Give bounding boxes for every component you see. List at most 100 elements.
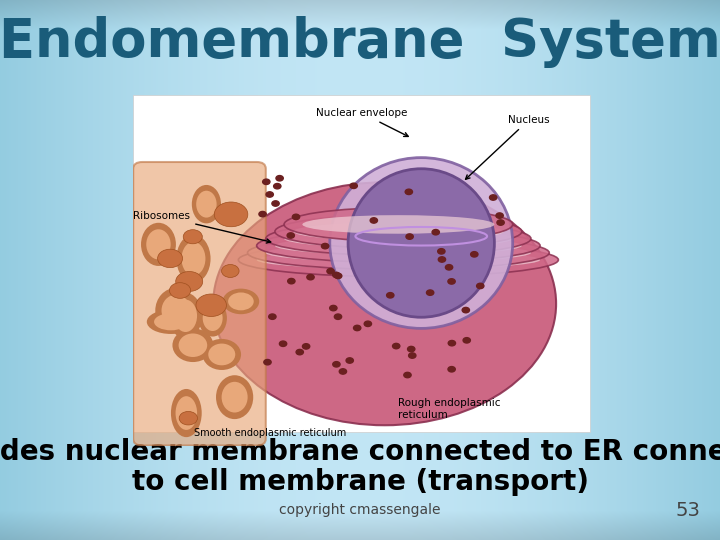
Text: Nuclear envelope: Nuclear envelope (316, 108, 408, 137)
Circle shape (426, 290, 434, 295)
Circle shape (350, 183, 357, 188)
Circle shape (183, 230, 202, 244)
Ellipse shape (330, 158, 513, 328)
Circle shape (292, 214, 300, 220)
Circle shape (387, 293, 394, 298)
Circle shape (404, 373, 411, 378)
Circle shape (449, 340, 456, 346)
Ellipse shape (284, 230, 513, 248)
Circle shape (222, 265, 239, 278)
Circle shape (432, 230, 439, 235)
Ellipse shape (179, 334, 207, 357)
Text: Smooth endoplasmic reticulum: Smooth endoplasmic reticulum (194, 428, 346, 438)
Ellipse shape (176, 396, 197, 430)
Ellipse shape (208, 343, 235, 366)
Ellipse shape (176, 235, 210, 283)
Text: 53: 53 (675, 501, 700, 519)
Ellipse shape (248, 236, 549, 269)
Ellipse shape (173, 328, 213, 362)
Circle shape (272, 201, 279, 206)
Ellipse shape (348, 168, 495, 317)
Ellipse shape (284, 207, 513, 241)
Ellipse shape (256, 229, 540, 262)
Ellipse shape (266, 244, 531, 262)
Ellipse shape (146, 230, 171, 260)
Circle shape (405, 189, 413, 194)
Circle shape (327, 268, 334, 274)
Circle shape (392, 343, 400, 349)
Circle shape (333, 272, 340, 278)
Circle shape (438, 257, 446, 262)
Circle shape (333, 362, 340, 367)
Ellipse shape (222, 288, 259, 314)
Ellipse shape (174, 300, 197, 332)
Circle shape (279, 341, 287, 347)
Circle shape (276, 176, 283, 181)
Ellipse shape (199, 300, 227, 336)
Ellipse shape (302, 215, 495, 234)
Text: Endomembrane  System: Endomembrane System (0, 16, 720, 68)
Ellipse shape (192, 185, 221, 224)
Ellipse shape (171, 389, 202, 437)
Ellipse shape (203, 305, 222, 331)
Ellipse shape (154, 313, 188, 330)
Circle shape (406, 234, 413, 239)
Ellipse shape (181, 242, 205, 275)
Circle shape (463, 338, 470, 343)
Circle shape (477, 284, 484, 289)
Ellipse shape (275, 214, 522, 248)
Ellipse shape (202, 339, 241, 370)
Text: copyright cmassengale: copyright cmassengale (279, 503, 441, 517)
Circle shape (339, 369, 346, 374)
Circle shape (462, 307, 469, 313)
Circle shape (490, 195, 497, 200)
Circle shape (179, 411, 197, 425)
Ellipse shape (266, 222, 531, 255)
Bar (133, 94, 590, 432)
Circle shape (288, 279, 295, 284)
Circle shape (259, 212, 266, 217)
Ellipse shape (169, 293, 202, 339)
Circle shape (496, 213, 503, 218)
Ellipse shape (293, 222, 503, 241)
Circle shape (354, 325, 361, 330)
Circle shape (330, 306, 337, 311)
Circle shape (176, 272, 203, 292)
Circle shape (438, 248, 445, 254)
Ellipse shape (141, 223, 176, 266)
Circle shape (409, 353, 416, 358)
Text: Rough endoplasmic
reticulum: Rough endoplasmic reticulum (398, 398, 501, 420)
Circle shape (274, 184, 281, 189)
Ellipse shape (275, 237, 522, 255)
Text: to cell membrane (transport): to cell membrane (transport) (132, 468, 588, 496)
Circle shape (287, 233, 294, 238)
Ellipse shape (213, 183, 556, 426)
Circle shape (215, 202, 248, 227)
Circle shape (266, 192, 274, 197)
Ellipse shape (156, 288, 197, 333)
Circle shape (448, 279, 455, 284)
Circle shape (364, 321, 372, 327)
Circle shape (263, 179, 270, 185)
Ellipse shape (228, 293, 253, 310)
Circle shape (321, 244, 329, 249)
Ellipse shape (216, 375, 253, 419)
Text: Includes nuclear membrane connected to ER connected: Includes nuclear membrane connected to E… (0, 438, 720, 466)
Circle shape (269, 314, 276, 319)
Circle shape (370, 218, 377, 223)
Ellipse shape (238, 243, 559, 276)
Circle shape (158, 249, 183, 268)
Circle shape (196, 294, 226, 316)
Circle shape (448, 367, 455, 372)
Circle shape (471, 252, 478, 257)
Circle shape (302, 343, 310, 349)
Ellipse shape (256, 251, 540, 269)
Circle shape (334, 314, 342, 319)
Circle shape (307, 274, 314, 280)
Ellipse shape (222, 382, 248, 413)
Circle shape (264, 360, 271, 365)
Text: Nucleus: Nucleus (466, 115, 550, 179)
Ellipse shape (196, 191, 217, 218)
Ellipse shape (147, 309, 195, 334)
Circle shape (446, 265, 453, 270)
